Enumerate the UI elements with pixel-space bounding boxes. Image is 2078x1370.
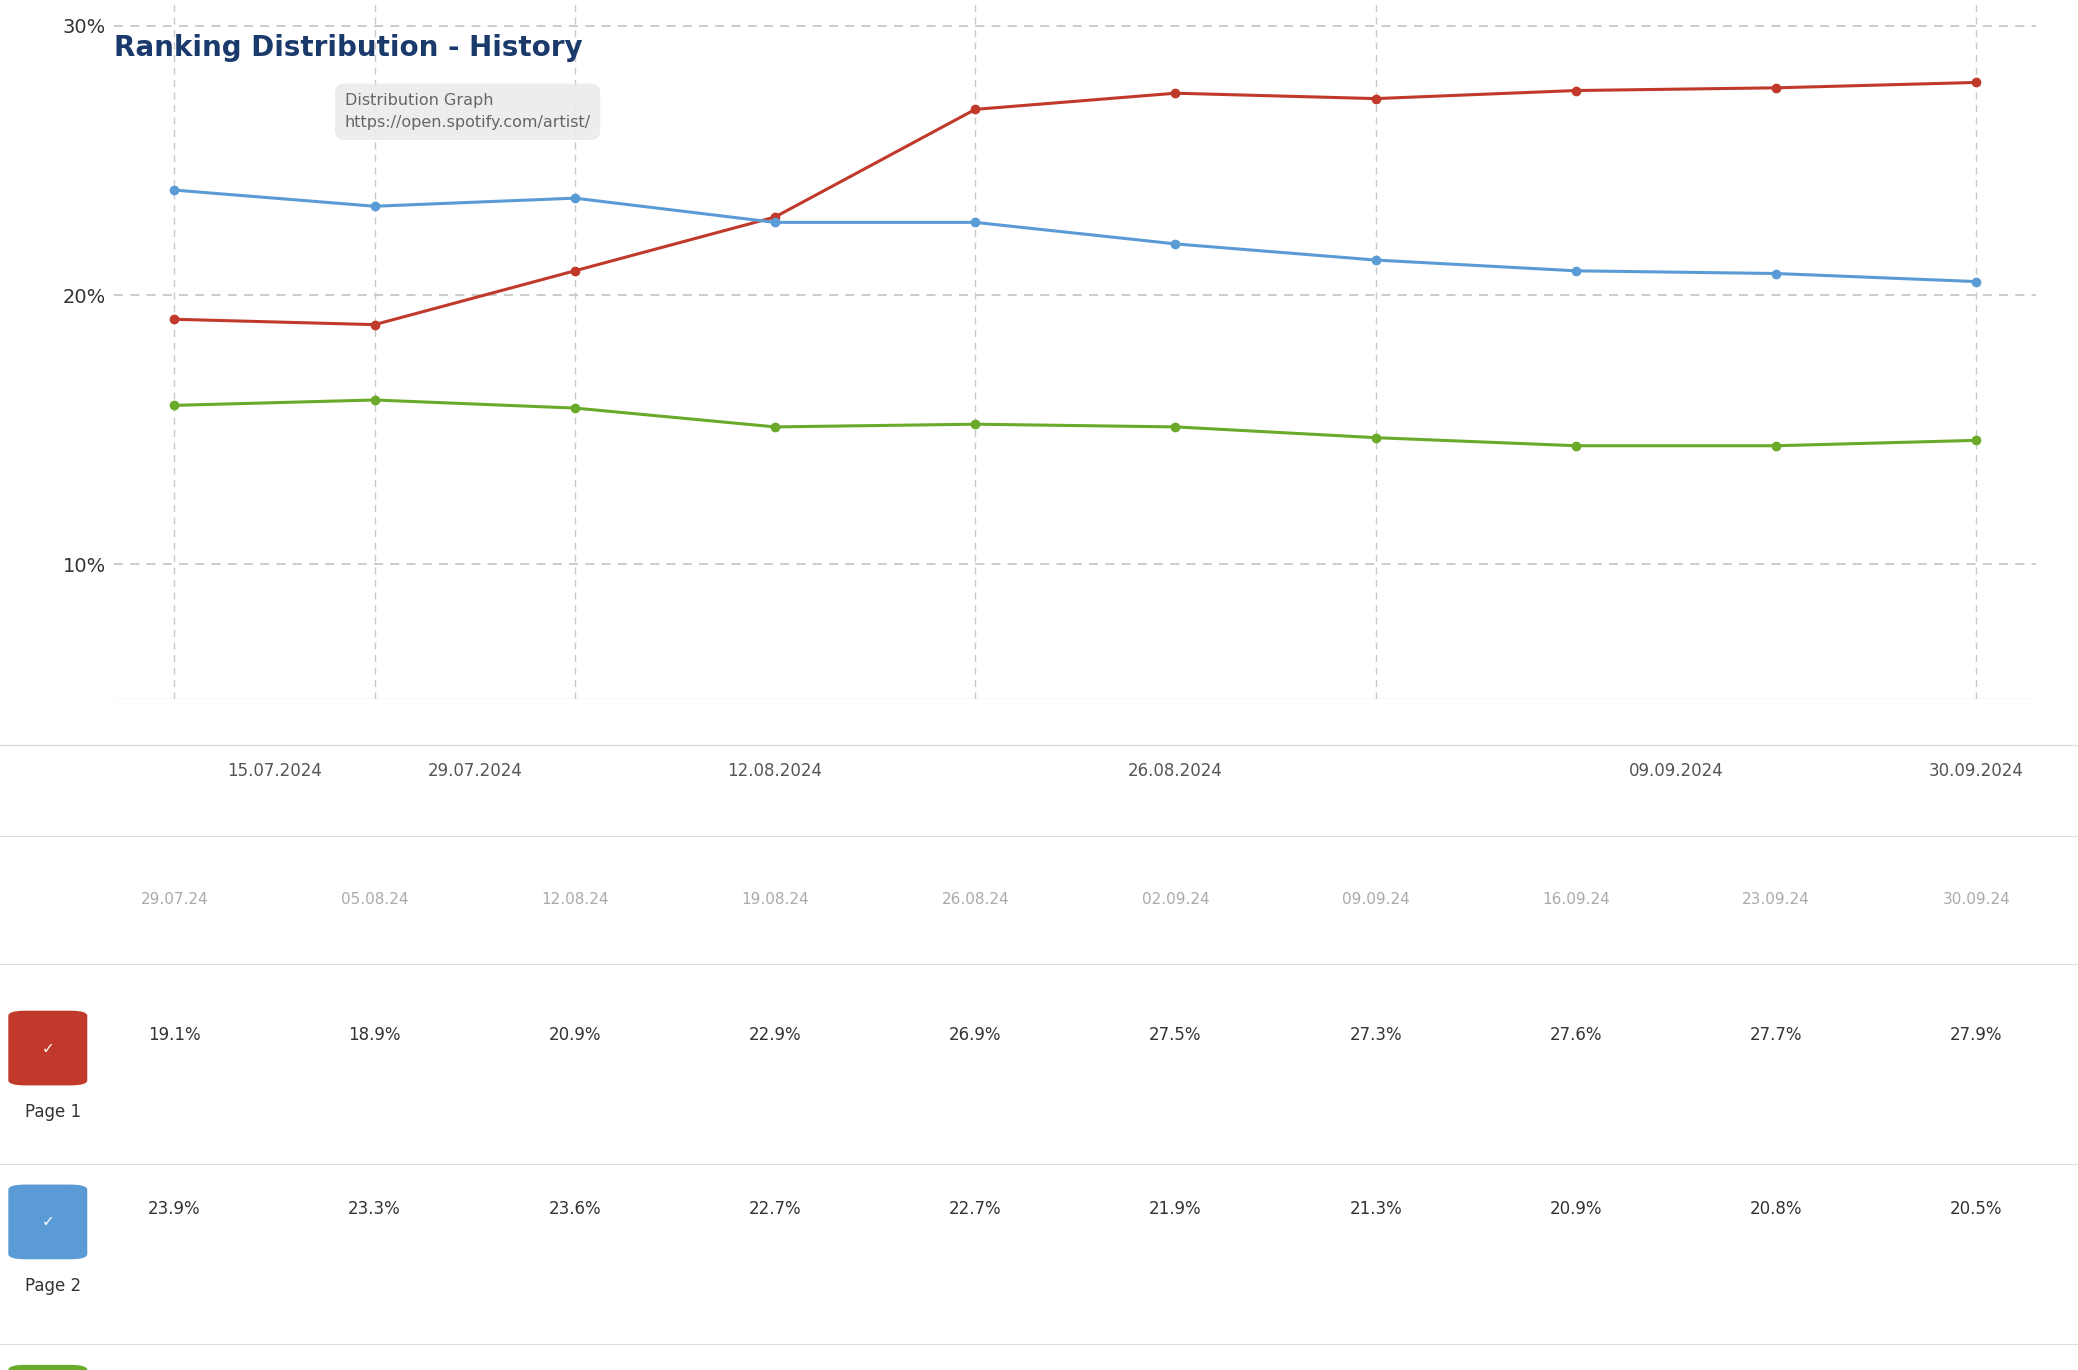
Text: 29.07.2024: 29.07.2024 (428, 762, 522, 780)
Text: 23.6%: 23.6% (549, 1200, 601, 1218)
Text: 29.07.24: 29.07.24 (141, 892, 208, 907)
Text: 23.09.24: 23.09.24 (1741, 892, 1810, 907)
Text: 12.08.2024: 12.08.2024 (727, 762, 823, 780)
Text: 27.6%: 27.6% (1550, 1026, 1602, 1044)
Text: 20.5%: 20.5% (1949, 1200, 2003, 1218)
Text: 22.9%: 22.9% (748, 1026, 802, 1044)
Text: 21.3%: 21.3% (1349, 1200, 1403, 1218)
FancyBboxPatch shape (8, 1185, 87, 1259)
Text: 26.9%: 26.9% (950, 1026, 1002, 1044)
Text: 27.5%: 27.5% (1149, 1026, 1201, 1044)
Text: 15.07.2024: 15.07.2024 (227, 762, 322, 780)
Text: 23.3%: 23.3% (349, 1200, 401, 1218)
Text: 26.08.2024: 26.08.2024 (1128, 762, 1224, 780)
FancyBboxPatch shape (8, 1365, 87, 1370)
Text: ✓: ✓ (42, 1041, 54, 1055)
Text: 21.9%: 21.9% (1149, 1200, 1201, 1218)
Text: Ranking Distribution - History: Ranking Distribution - History (114, 34, 584, 62)
Text: 27.7%: 27.7% (1750, 1026, 1802, 1044)
Text: 18.9%: 18.9% (349, 1026, 401, 1044)
Text: 30.09.2024: 30.09.2024 (1928, 762, 2024, 780)
Text: 09.09.2024: 09.09.2024 (1629, 762, 1723, 780)
Text: 22.7%: 22.7% (748, 1200, 802, 1218)
FancyBboxPatch shape (8, 1011, 87, 1085)
Text: 20.8%: 20.8% (1750, 1200, 1802, 1218)
Text: 27.3%: 27.3% (1349, 1026, 1403, 1044)
Text: 20.9%: 20.9% (1550, 1200, 1602, 1218)
Text: Page 1: Page 1 (25, 1103, 81, 1122)
Text: 16.09.24: 16.09.24 (1542, 892, 1610, 907)
Text: 26.08.24: 26.08.24 (941, 892, 1010, 907)
Text: ✓: ✓ (42, 1214, 54, 1229)
Text: 19.08.24: 19.08.24 (742, 892, 808, 907)
Text: 05.08.24: 05.08.24 (341, 892, 409, 907)
Text: 30.09.24: 30.09.24 (1943, 892, 2009, 907)
Text: Page 2: Page 2 (25, 1277, 81, 1295)
Text: 22.7%: 22.7% (950, 1200, 1002, 1218)
Text: 20.9%: 20.9% (549, 1026, 601, 1044)
Text: Distribution Graph
https://open.spotify.com/artist/: Distribution Graph https://open.spotify.… (345, 93, 590, 130)
Text: 23.9%: 23.9% (148, 1200, 202, 1218)
Text: 09.09.24: 09.09.24 (1342, 892, 1409, 907)
Text: 12.08.24: 12.08.24 (540, 892, 609, 907)
Text: 02.09.24: 02.09.24 (1141, 892, 1209, 907)
Text: 19.1%: 19.1% (148, 1026, 202, 1044)
Text: 27.9%: 27.9% (1949, 1026, 2003, 1044)
